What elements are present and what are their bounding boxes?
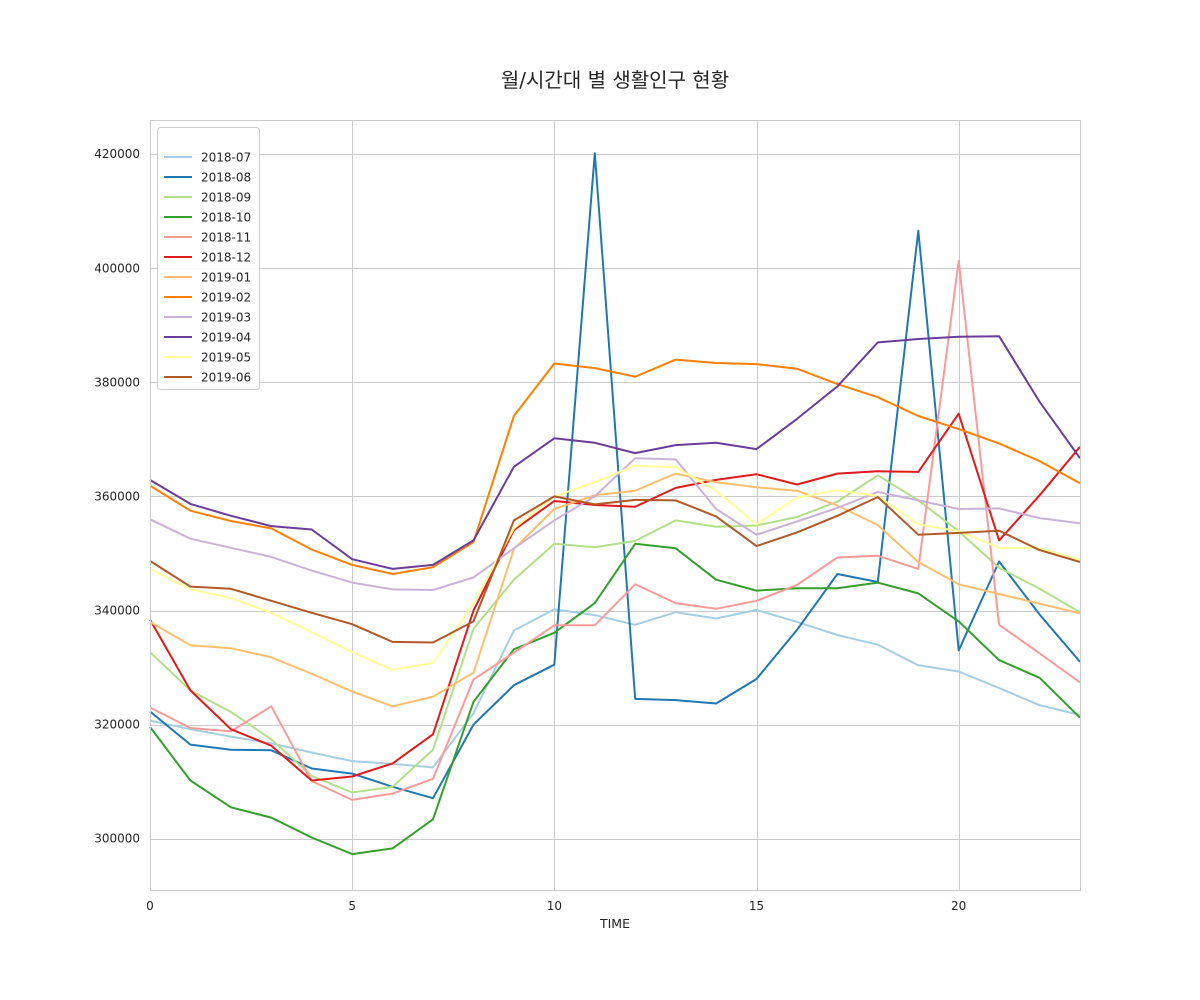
series-line-2018-11: [149, 259, 1081, 801]
series-group: [149, 152, 1081, 856]
plot-frame: [150, 120, 1081, 891]
legend-label: 2018-09: [201, 191, 251, 205]
legend-label: 2018-12: [201, 251, 251, 265]
series-line-2019-03: [149, 457, 1081, 591]
legend-label: 2019-02: [201, 291, 251, 305]
x-tick-label: 20: [951, 899, 966, 913]
chart-title: 월/시간대 별 생활인구 현황: [500, 68, 730, 92]
series-line-2019-06: [149, 495, 1081, 644]
legend-label: 2019-01: [201, 271, 251, 285]
x-tick-label: 5: [348, 899, 356, 913]
legend-label: 2019-04: [201, 331, 251, 345]
legend-label: 2018-08: [201, 171, 251, 185]
x-tick-label: 15: [749, 899, 764, 913]
series-line-2018-08: [149, 152, 1081, 800]
y-tick-label: 340000: [94, 604, 140, 618]
legend-label: 2018-10: [201, 211, 251, 225]
legend: 2018-07 2018-08 2018-09 2018-10 2018-11 2018-…: [157, 127, 260, 390]
series-line-2019-01: [149, 472, 1081, 708]
x-tick-label: 0: [146, 899, 154, 913]
legend-label: 2018-11: [201, 231, 251, 245]
x-tick-label: 10: [547, 899, 562, 913]
legend-label: 2019-03: [201, 311, 251, 325]
y-tick-label: 320000: [94, 718, 140, 732]
legend-label: 2019-05: [201, 351, 251, 365]
legend-frame: [157, 127, 260, 390]
series-line-2018-07: [149, 608, 1081, 769]
legend-label: 2019-06: [201, 371, 251, 385]
y-tick-label: 400000: [94, 261, 140, 275]
series-line-2019-05: [149, 464, 1081, 671]
y-tick-label: 380000: [94, 375, 140, 389]
x-axis: 0 5 10 15 20: [146, 899, 966, 913]
x-axis-label: TIME: [599, 916, 630, 931]
series-line-2019-02: [149, 358, 1081, 575]
y-axis: 300000 320000 340000 360000 380000 400000 4200…: [94, 147, 140, 845]
series-line-2018-12: [149, 412, 1081, 782]
series-line-2018-10: [149, 542, 1081, 856]
y-tick-label: 420000: [94, 147, 140, 161]
y-tick-label: 360000: [94, 489, 140, 503]
series-line-2019-04: [149, 335, 1081, 570]
legend-label: 2018-07: [201, 151, 251, 165]
y-tick-label: 300000: [94, 832, 140, 846]
